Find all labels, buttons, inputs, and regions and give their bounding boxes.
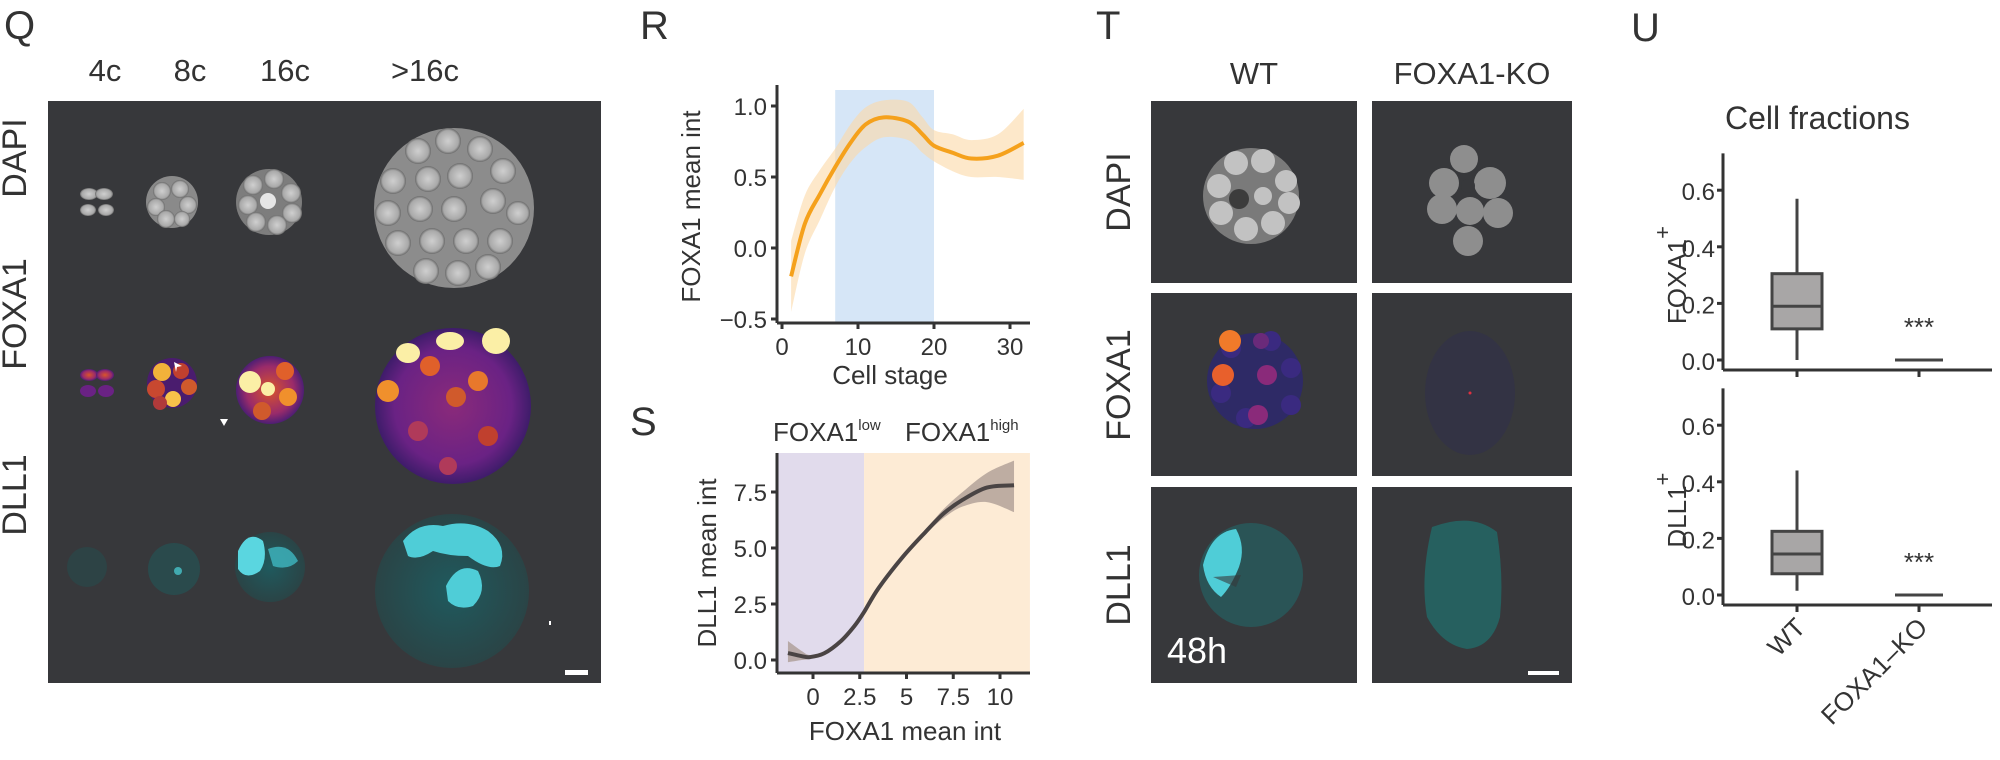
x-tick-label: 7.5 bbox=[937, 684, 970, 711]
series-line-foxa1 bbox=[789, 115, 1025, 277]
panel-letter-q: Q bbox=[4, 4, 36, 48]
box-iqr bbox=[1770, 272, 1824, 331]
chart-r: −0.5 0.0 0.5 1.0 0 10 20 30 Cell stage FOXA1 mean… bbox=[676, 85, 1030, 390]
y-tick-label: 0.2 bbox=[1682, 292, 1715, 319]
t-ko-dll1 bbox=[1372, 487, 1572, 683]
chart-u-top: 0.0 0.2 0.4 0.6 *** FOXA1+ bbox=[1650, 153, 1992, 377]
x-axis-title: FOXA1 mean int bbox=[809, 716, 1002, 746]
x-tick-label: 30 bbox=[997, 334, 1024, 361]
x-tick-label: 5 bbox=[900, 684, 913, 711]
x-tick-label: 2.5 bbox=[843, 684, 876, 711]
y-axis-title-sup: + bbox=[1650, 473, 1675, 486]
region-label-high-sup: high bbox=[990, 417, 1018, 434]
x-axis-title: Cell stage bbox=[832, 360, 948, 390]
panel-letter-r: R bbox=[640, 4, 669, 48]
t-time-label: 48h bbox=[1167, 630, 1228, 671]
x-tick-label: FOXA1–KO bbox=[1815, 612, 1933, 730]
q-col-8c: 8c bbox=[173, 53, 207, 88]
t-ko-foxa1 bbox=[1372, 293, 1572, 476]
t-col-wt: WT bbox=[1229, 56, 1279, 91]
x-tick-label: 20 bbox=[921, 334, 948, 361]
q-dll1-16c bbox=[235, 532, 305, 602]
y-axis-title-main: FOXA1 bbox=[1662, 239, 1692, 324]
t-wt-dapi bbox=[1151, 101, 1357, 283]
y-axis-title: FOXA1+ bbox=[1650, 226, 1692, 324]
arrowhead-marker-1 bbox=[174, 362, 182, 372]
t-wt-foxa1 bbox=[1151, 293, 1357, 476]
q-scale-bar bbox=[565, 670, 588, 675]
y-tick-label: 0.0 bbox=[734, 648, 767, 675]
t-ko-dapi bbox=[1372, 101, 1572, 283]
q-col-16c: 16c bbox=[260, 53, 310, 88]
y-axis-title: DLL1 mean int bbox=[692, 478, 722, 648]
t-scale-bar bbox=[1528, 671, 1559, 675]
x-tick-label: 10 bbox=[987, 684, 1014, 711]
confidence-band bbox=[787, 460, 1015, 663]
q-foxa1-gt16c bbox=[375, 328, 531, 484]
arrowhead-marker-2 bbox=[220, 419, 228, 426]
region-label-high: FOXA1high bbox=[905, 417, 1019, 447]
y-axis-title-main: DLL1 bbox=[1662, 485, 1692, 547]
y-axis-title: FOXA1 mean int bbox=[676, 110, 706, 303]
q-micrograph-grid bbox=[48, 101, 601, 683]
q-row-dll1: DLL1 bbox=[0, 454, 34, 536]
panel-letter-u: U bbox=[1631, 6, 1660, 50]
x-tick-label: WT bbox=[1761, 612, 1811, 662]
region-label-low: FOXA1low bbox=[773, 417, 881, 447]
t-col-foxa1-ko: FOXA1-KO bbox=[1393, 56, 1551, 91]
y-tick-label: 2.5 bbox=[734, 592, 767, 619]
x-tick-label: 0 bbox=[806, 684, 819, 711]
q-dapi-16c bbox=[236, 169, 302, 235]
x-tick-label: 0 bbox=[775, 334, 788, 361]
t-row-dll1: DLL1 bbox=[1100, 544, 1138, 626]
region-label-high-main: FOXA1 bbox=[905, 417, 990, 447]
panel-letter-s: S bbox=[630, 400, 657, 444]
y-tick-label: 0.6 bbox=[1682, 414, 1715, 441]
q-dll1-gt16c bbox=[375, 514, 551, 668]
series-line-dll1 bbox=[787, 483, 1015, 660]
q-dapi-4c bbox=[80, 188, 114, 216]
q-col-4c: 4c bbox=[88, 53, 122, 88]
q-foxa1-4c bbox=[80, 369, 114, 397]
y-tick-label: 0.0 bbox=[1682, 349, 1715, 376]
y-tick-label: −0.5 bbox=[720, 307, 767, 334]
q-dll1-4c bbox=[67, 547, 107, 587]
panel-letter-t: T bbox=[1096, 4, 1121, 48]
q-dapi-8c bbox=[146, 176, 198, 228]
q-dapi-gt16c bbox=[374, 128, 534, 288]
q-foxa1-8c bbox=[147, 358, 228, 426]
region-band-low bbox=[777, 453, 865, 673]
y-tick-label: 0.5 bbox=[734, 165, 767, 192]
q-row-dapi: DAPI bbox=[0, 118, 34, 198]
y-tick-label: 5.0 bbox=[734, 536, 767, 563]
q-micrograph-svg bbox=[67, 128, 588, 675]
region-label-low-main: FOXA1 bbox=[773, 417, 858, 447]
y-tick-label: 0.6 bbox=[1682, 179, 1715, 206]
y-tick-label: 0.2 bbox=[1682, 527, 1715, 554]
q-col-gt16c: >16c bbox=[390, 53, 460, 88]
y-tick-label: 0.4 bbox=[1682, 471, 1715, 498]
significance-stars: *** bbox=[1904, 312, 1934, 342]
y-tick-label: 0.4 bbox=[1682, 236, 1715, 263]
t-row-dapi: DAPI bbox=[1100, 152, 1138, 232]
significance-stars: *** bbox=[1904, 547, 1934, 577]
x-tick-label: 10 bbox=[845, 334, 872, 361]
q-row-foxa1: FOXA1 bbox=[0, 258, 34, 370]
t-row-foxa1: FOXA1 bbox=[1100, 329, 1138, 441]
y-tick-label: 7.5 bbox=[734, 480, 767, 507]
region-label-low-sup: low bbox=[858, 417, 881, 434]
y-tick-label: 0.0 bbox=[1682, 584, 1715, 611]
q-foxa1-16c bbox=[236, 356, 304, 424]
y-axis-title: DLL1+ bbox=[1650, 473, 1692, 548]
chart-u-bottom: 0.0 0.2 0.4 0.6 WT FOXA1–KO *** DLL1+ bbox=[1650, 388, 1992, 730]
t-wt-dll1: 48h bbox=[1151, 487, 1357, 683]
y-axis-title-sup: + bbox=[1650, 226, 1675, 239]
y-tick-label: 1.0 bbox=[734, 94, 767, 121]
y-tick-label: 0.0 bbox=[734, 236, 767, 263]
confidence-band bbox=[791, 99, 1024, 312]
u-title: Cell fractions bbox=[1725, 100, 1910, 136]
q-dll1-8c bbox=[148, 543, 200, 595]
